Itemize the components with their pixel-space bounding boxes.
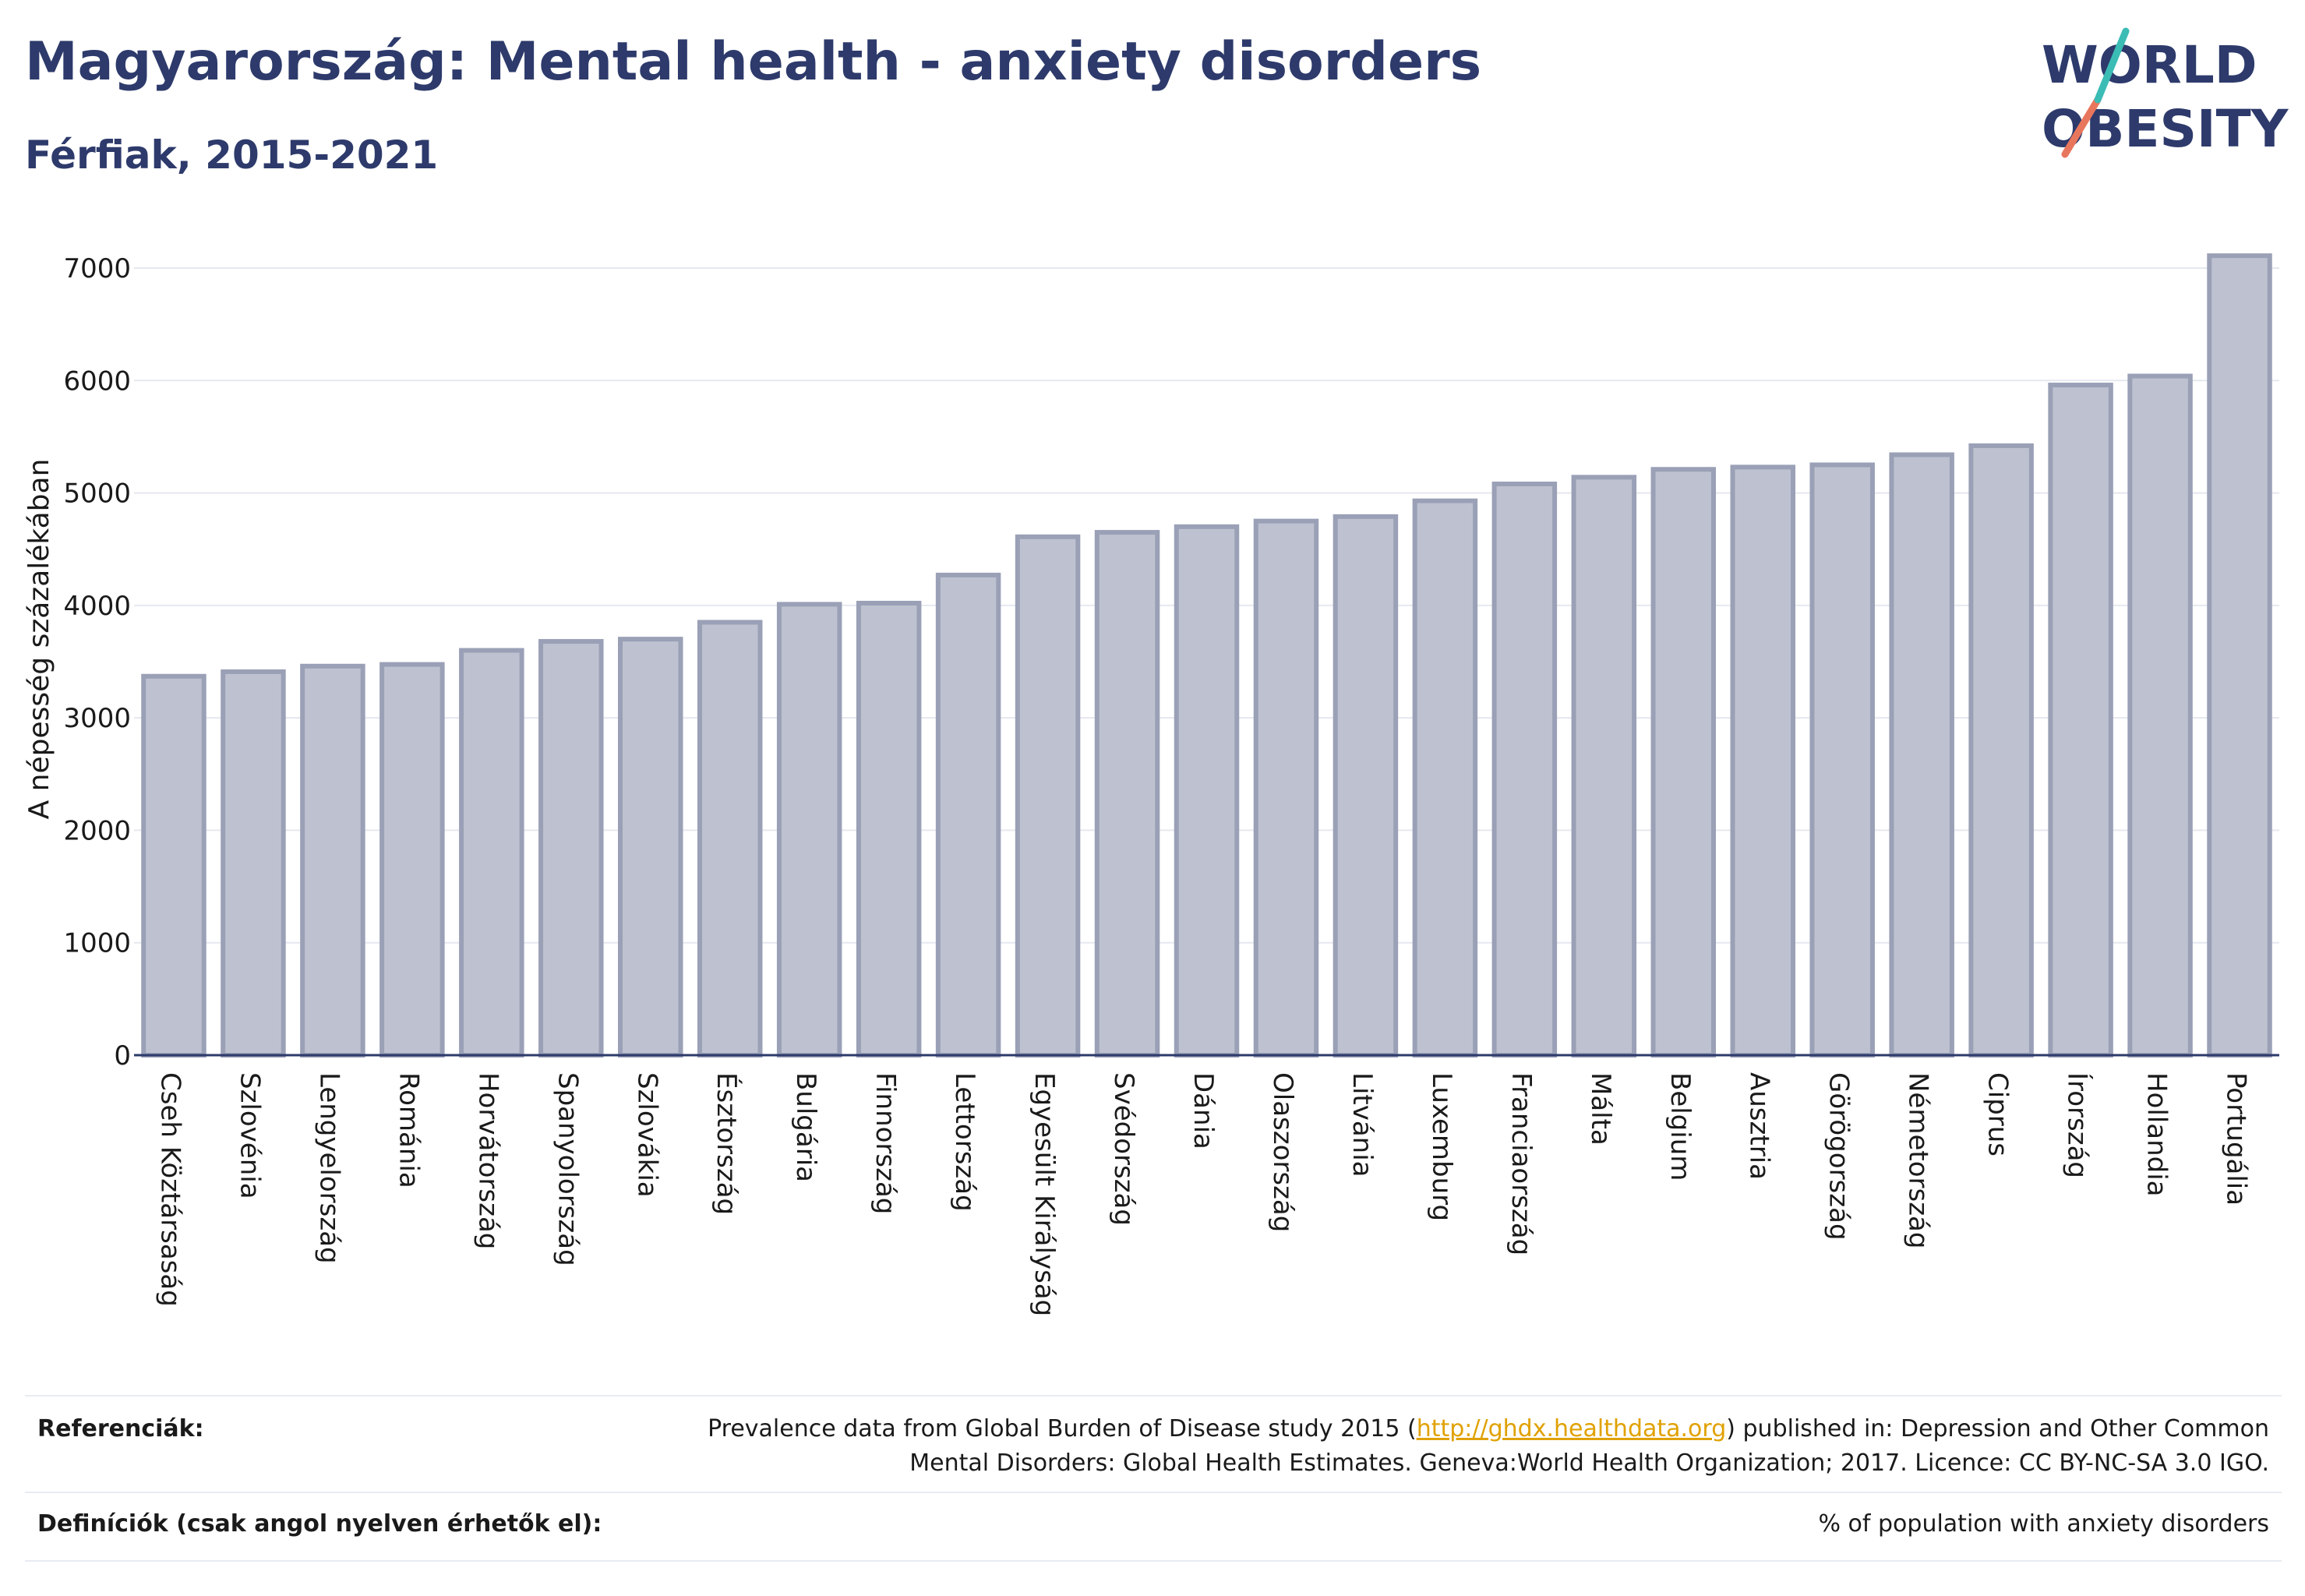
x-tick-labels: Cseh Köztársaság Szlovénia Lengyelország Ro…: [154, 1072, 2251, 1316]
y-tick-label: 0: [114, 1040, 131, 1072]
x-tick-label: Horvátország: [472, 1072, 503, 1249]
bar: [1571, 475, 1637, 1058]
bar: [538, 639, 604, 1058]
x-tick-label: Románia: [393, 1072, 424, 1188]
chart-title: Magyarország: Mental health - anxiety di…: [25, 31, 1482, 93]
bar: [1889, 452, 1954, 1058]
definitions-row: Definíciók (csak angol nyelven érhetők e…: [25, 1492, 2282, 1562]
x-tick-label: Ciprus: [1982, 1072, 2014, 1156]
bar: [1650, 467, 1717, 1058]
bar: [1174, 524, 1240, 1058]
x-tick-label: Litvánia: [1347, 1072, 1378, 1178]
x-tick-label: Németország: [1903, 1072, 1934, 1248]
bar: [221, 669, 286, 1058]
logo-line1: WORLD: [2042, 35, 2257, 95]
x-tick-label: Olaszország: [1267, 1072, 1298, 1232]
y-tick-label: 2000: [63, 815, 131, 846]
chart-subtitle: Férfiak, 2015-2021: [25, 132, 439, 178]
references-row: Referenciák: Prevalence data from Global…: [25, 1395, 2282, 1493]
x-tick-label: Dánia: [1188, 1072, 1219, 1149]
y-tick-label: 4000: [63, 591, 131, 622]
references-link[interactable]: http://ghdx.healthdata.org: [1416, 1415, 1727, 1442]
bar-chart: 0 1000 2000 3000 4000 5000 6000 7000 Cseh Köztá…: [23, 253, 2279, 1316]
x-tick-label: Belgium: [1664, 1072, 1696, 1181]
x-tick-label: Szlovákia: [631, 1072, 662, 1198]
bar: [776, 602, 842, 1058]
x-tick-label: Luxemburg: [1426, 1072, 1457, 1221]
bar: [697, 620, 763, 1058]
definitions-label: Definíciók (csak angol nyelven érhetők e…: [37, 1510, 602, 1538]
bar: [2048, 383, 2113, 1058]
bar: [1094, 530, 1160, 1058]
definitions-text: % of population with anxiety disorders: [1818, 1510, 2269, 1538]
x-tick-label: Lettország: [949, 1072, 980, 1212]
world-obesity-logo: WORLD OBESITY: [2042, 27, 2289, 159]
y-tick-label: 5000: [63, 478, 131, 510]
y-tick-labels: 0 1000 2000 3000 4000 5000 6000 7000: [63, 253, 131, 1072]
x-tick-label: Görögország: [1823, 1072, 1855, 1241]
bar: [856, 600, 922, 1058]
x-tick-label: Ausztria: [1744, 1072, 1775, 1180]
bar: [1968, 443, 2034, 1058]
bars: [141, 253, 2272, 1058]
bar: [1412, 498, 1478, 1058]
bar: [141, 673, 206, 1058]
bar: [1253, 518, 1319, 1058]
x-tick-label: Málta: [1585, 1072, 1616, 1146]
y-axis-label: A népesség százalékában: [23, 459, 55, 820]
x-tick-label: Bulgária: [790, 1072, 821, 1182]
x-tick-label: Írország: [2062, 1072, 2094, 1178]
bar: [2127, 373, 2193, 1058]
x-tick-label: Észtország: [711, 1072, 743, 1215]
x-tick-label: Svédország: [1108, 1072, 1139, 1226]
references-label: Referenciák:: [37, 1415, 204, 1442]
bar: [1015, 534, 1081, 1058]
x-tick-label: Franciaország: [1505, 1072, 1537, 1255]
bar: [935, 572, 1001, 1058]
x-tick-label: Hollandia: [2141, 1072, 2173, 1197]
y-tick-label: 3000: [63, 703, 131, 734]
bar: [1730, 464, 1795, 1058]
bar: [459, 648, 524, 1058]
bar: [2207, 253, 2272, 1058]
bar: [618, 637, 683, 1058]
y-tick-label: 1000: [63, 928, 131, 959]
bar: [379, 662, 445, 1058]
x-tick-label: Szlovénia: [234, 1072, 265, 1199]
bar: [1333, 514, 1399, 1058]
y-tick-label: 7000: [63, 253, 131, 284]
x-tick-label: Egyesült Királyság: [1029, 1072, 1060, 1316]
references-text: Prevalence data from Global Burden of Di…: [708, 1415, 2269, 1477]
x-tick-label: Cseh Köztársaság: [154, 1072, 185, 1307]
x-tick-label: Lengyelország: [313, 1072, 344, 1264]
x-tick-label: Portugália: [2221, 1072, 2252, 1206]
x-tick-label: Spanyolország: [552, 1072, 583, 1266]
bar: [1809, 462, 1875, 1058]
bar: [1491, 482, 1558, 1058]
y-tick-label: 6000: [63, 365, 131, 397]
x-tick-label: Finnország: [870, 1072, 901, 1214]
bar: [300, 663, 365, 1058]
